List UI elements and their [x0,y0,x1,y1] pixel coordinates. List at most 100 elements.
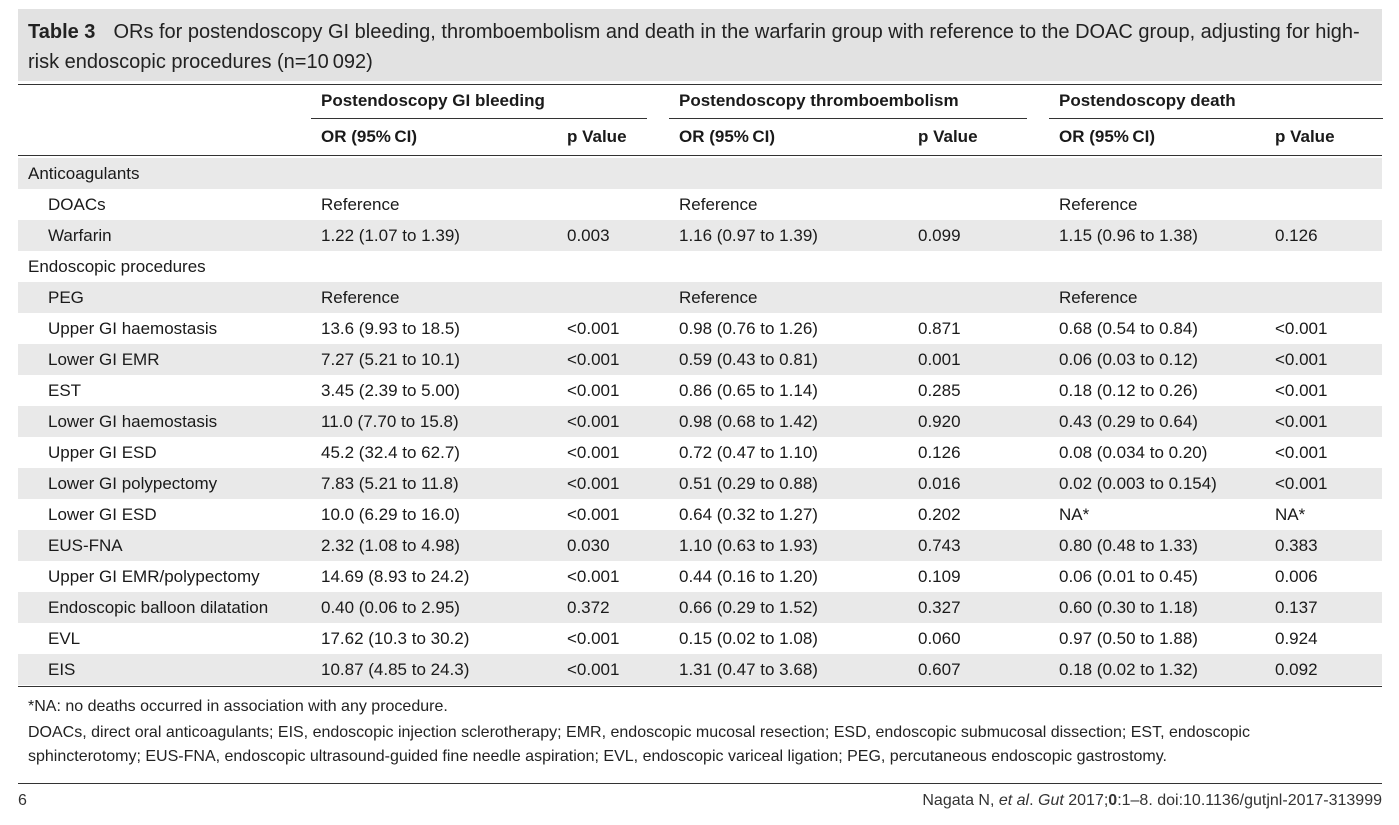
row-shading [18,468,1382,499]
table-bottom-rule [18,686,1382,687]
table-cell: 7.83 (5.21 to 11.8) [321,474,459,493]
table-cell: 0.060 [918,629,961,648]
table-cell: 0.40 (0.06 to 2.95) [321,598,460,617]
column-header: OR (95% CI) [321,127,417,146]
table-cell: <0.001 [567,443,620,462]
table-cell: 3.45 (2.39 to 5.00) [321,381,460,400]
row-label: Lower GI EMR [48,350,160,369]
column-header: p Value [918,127,978,146]
table-top-rule [18,84,1382,85]
row-shading [18,592,1382,623]
group-header-rule [669,118,1027,119]
row-label: EVL [48,629,81,648]
section-label: Endoscopic procedures [28,257,206,276]
table-cell: 0.092 [1275,660,1318,679]
group-header-rule [1049,118,1383,119]
row-shading [18,282,1382,313]
footer-rule [18,783,1382,784]
footnote-line: DOACs, direct oral anticoagulants; EIS, … [28,724,1250,741]
table-cell: 1.22 (1.07 to 1.39) [321,226,460,245]
table-cell: 17.62 (10.3 to 30.2) [321,629,470,648]
row-shading [18,406,1382,437]
table-cell: <0.001 [567,629,620,648]
page-number: 6 [18,792,27,809]
table-cell: 0.59 (0.43 to 0.81) [679,350,818,369]
table-cell: Reference [1059,288,1138,307]
table-cell: 0.202 [918,505,961,524]
table-cell: <0.001 [1275,319,1328,338]
table-number: Table 3 [28,21,96,43]
table-cell: 0.64 (0.32 to 1.27) [679,505,818,524]
row-shading [18,654,1382,685]
footnote-line: sphincterotomy; EUS-FNA, endoscopic ultr… [28,748,1167,765]
column-header: p Value [567,127,627,146]
table-cell: Reference [1059,195,1138,214]
table-cell: 0.126 [918,443,961,462]
table-cell: NA* [1275,505,1306,524]
table-cell: 10.0 (6.29 to 16.0) [321,505,460,524]
table-cell: 14.69 (8.93 to 24.2) [321,567,470,586]
row-shading [18,158,1382,189]
table-cell: 0.920 [918,412,961,431]
group-header: Postendoscopy death [1059,91,1236,110]
citation-volume: 0 [1108,792,1118,809]
row-label: Lower GI haemostasis [48,412,218,431]
table-cell: 0.72 (0.47 to 1.10) [679,443,818,462]
header-bottom-rule [18,155,1382,156]
table-cell: <0.001 [567,319,620,338]
table-cell: 0.137 [1275,598,1318,617]
section-label: Anticoagulants [28,164,140,183]
table-cell: 7.27 (5.21 to 10.1) [321,350,460,369]
table-cell: 0.97 (0.50 to 1.88) [1059,629,1198,648]
group-header: Postendoscopy thromboembolism [679,91,959,110]
table-cell: 0.18 (0.12 to 0.26) [1059,381,1198,400]
row-label: EUS-FNA [48,536,123,555]
citation-pages-doi: :1–8. doi:10.1136/gutjnl-2017-313999 [1117,792,1382,809]
column-header: OR (95% CI) [1059,127,1155,146]
table-cell: 0.327 [918,598,961,617]
table-cell: 0.743 [918,536,961,555]
table-cell: 1.31 (0.47 to 3.68) [679,660,818,679]
table-cell: 0.06 (0.03 to 0.12) [1059,350,1198,369]
table-cell: NA* [1059,505,1090,524]
table-cell: 0.43 (0.29 to 0.64) [1059,412,1198,431]
table-cell: 0.86 (0.65 to 1.14) [679,381,818,400]
table-caption: Table 3 ORs for postendoscopy GI bleeding… [18,9,1382,81]
row-label: DOACs [48,195,106,214]
table-cell: 0.60 (0.30 to 1.18) [1059,598,1198,617]
citation-author: Nagata N, [922,792,999,809]
table-cell: 0.001 [918,350,961,369]
table-cell: Reference [679,288,758,307]
table-cell: 0.016 [918,474,961,493]
table-cell: 0.109 [918,567,961,586]
row-label: Upper GI EMR/polypectomy [48,567,260,586]
table-cell: <0.001 [567,660,620,679]
table-cell: 11.0 (7.70 to 15.8) [321,412,459,431]
row-label: Lower GI polypectomy [48,474,218,493]
row-label: Endoscopic balloon dilatation [48,598,269,617]
table-cell: 0.607 [918,660,961,679]
table-cell: 0.66 (0.29 to 1.52) [679,598,818,617]
row-label: Lower GI ESD [48,505,157,524]
table-cell: 0.44 (0.16 to 1.20) [679,567,818,586]
table-cell: 0.98 (0.76 to 1.26) [679,319,818,338]
row-label: Warfarin [48,226,112,245]
row-label: Upper GI ESD [48,443,157,462]
table-cell: 0.06 (0.01 to 0.45) [1059,567,1198,586]
table-cell: 0.285 [918,381,961,400]
row-shading [18,220,1382,251]
table-cell: 2.32 (1.08 to 4.98) [321,536,460,555]
row-shading [18,344,1382,375]
citation-journal: Gut [1038,792,1064,809]
row-label: EIS [48,660,76,679]
table-cell: 13.6 (9.93 to 18.5) [321,319,460,338]
table-cell: <0.001 [567,474,620,493]
table-cell: 0.08 (0.034 to 0.20) [1059,443,1208,462]
table-cell: <0.001 [1275,381,1328,400]
table-cell: 0.099 [918,226,961,245]
table-cell: 0.98 (0.68 to 1.42) [679,412,818,431]
table-cell: 10.87 (4.85 to 24.3) [321,660,470,679]
table-cell: 1.15 (0.96 to 1.38) [1059,226,1198,245]
table-cell: 1.10 (0.63 to 1.93) [679,536,818,555]
table-cell: 0.383 [1275,536,1318,555]
